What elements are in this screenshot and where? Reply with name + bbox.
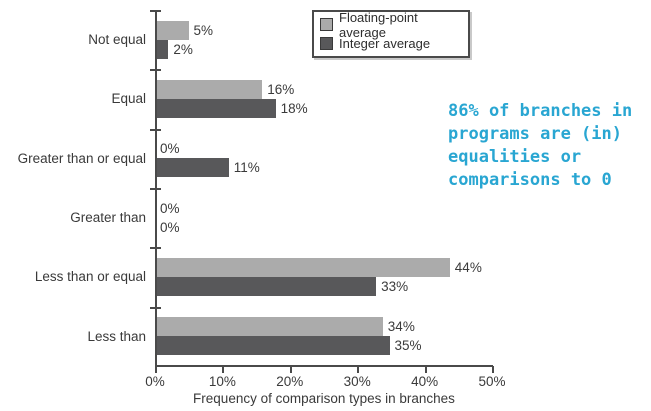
bar-row: 44% <box>155 257 490 277</box>
value-label: 34% <box>387 319 415 335</box>
legend-swatch-floating-point-icon <box>320 18 333 31</box>
bar-stack: 16% 18% <box>155 69 490 128</box>
value-label: 0% <box>160 200 180 216</box>
y-axis-tick <box>150 188 161 190</box>
bar-row: 0% <box>155 139 490 158</box>
x-axis-tick <box>424 366 427 373</box>
bar-stack: 44% 33% <box>155 247 490 306</box>
y-axis-tick <box>150 247 161 250</box>
category-label: Greater than <box>70 210 146 226</box>
category-label: Equal <box>111 91 146 107</box>
value-label: 16% <box>267 81 295 97</box>
value-label: 18% <box>280 100 308 116</box>
x-axis-tick <box>155 366 157 373</box>
annotation: 86% of branches in programs are (in) equ… <box>448 101 633 190</box>
x-tick-label: 20% <box>276 374 304 389</box>
value-label: 33% <box>381 278 409 294</box>
bar-group: Greater than 0% 0% <box>0 188 490 247</box>
legend: Floating-point average Integer average <box>312 10 470 58</box>
bar-floating-point <box>155 20 189 40</box>
legend-swatch-integer-icon <box>320 37 333 50</box>
bar-integer <box>155 39 169 59</box>
bar-row: 16% <box>155 79 490 99</box>
legend-item-integer: Integer average <box>320 34 462 53</box>
bar-integer <box>155 98 276 118</box>
bar-floating-point <box>155 257 450 277</box>
bar-floating-point <box>155 79 263 99</box>
bar-group: Less than 34% 35% <box>0 307 490 366</box>
bar-row: 35% <box>155 336 490 356</box>
bar-row: 0% <box>155 218 490 237</box>
bar-stack: 34% 35% <box>155 307 490 366</box>
bar-group: Greater than or equal 0% 11% <box>0 129 490 188</box>
x-axis-tick <box>289 366 292 373</box>
y-axis-tick <box>150 69 161 72</box>
bar-group: Less than or equal 44% 33% <box>0 247 490 306</box>
value-label: 5% <box>193 22 214 38</box>
x-tick-label: 0% <box>145 374 165 389</box>
bar-row: 34% <box>155 317 490 337</box>
plot-area: Not equal 5% 2% Equal 16% 18% Greater than or … <box>0 10 490 366</box>
y-axis-tick <box>150 128 161 131</box>
y-axis-tick <box>150 10 161 12</box>
bar-integer <box>155 158 229 178</box>
category-label: Less than <box>87 328 146 344</box>
bar-integer <box>155 276 377 296</box>
value-label: 11% <box>233 160 260 176</box>
value-label: 44% <box>454 259 482 275</box>
value-label: 0% <box>160 219 180 235</box>
bar-row: 18% <box>155 98 490 118</box>
x-tick-label: 40% <box>411 374 439 389</box>
y-axis-tick <box>150 306 161 309</box>
bar-row: 2% <box>155 39 490 59</box>
bar-stack: 0% 11% <box>155 129 490 188</box>
x-axis-title: Frequency of comparison types in branche… <box>193 391 455 406</box>
value-label: 35% <box>394 338 422 354</box>
value-label: 0% <box>160 141 180 157</box>
x-axis-tick <box>222 366 225 373</box>
bar-row: 33% <box>155 276 490 296</box>
x-axis-tick <box>357 366 360 373</box>
bar-stack: 0% 0% <box>155 188 490 247</box>
bar-group: Not equal 5% 2% <box>0 10 490 69</box>
bar-row: 5% <box>155 20 490 40</box>
legend-item-floating-point: Floating-point average <box>320 10 462 40</box>
bar-stack: 5% 2% <box>155 10 490 69</box>
x-tick-label: 30% <box>343 374 371 389</box>
bar-row: 0% <box>155 199 490 218</box>
bar-floating-point <box>155 317 383 337</box>
value-label: 2% <box>173 41 193 57</box>
bar-row: 11% <box>155 158 490 178</box>
x-axis-tick <box>492 366 494 373</box>
x-tick-label: 10% <box>208 374 236 389</box>
bar-integer <box>155 336 390 356</box>
category-label: Less than or equal <box>34 269 146 285</box>
category-label: Not equal <box>88 32 146 48</box>
bar-group: Equal 16% 18% <box>0 69 490 128</box>
legend-label-integer: Integer average <box>339 36 431 51</box>
category-label: Greater than or equal <box>17 150 146 166</box>
x-tick-label: 50% <box>478 374 506 389</box>
x-axis-line <box>155 365 493 367</box>
legend-label-floating-point: Floating-point average <box>339 9 418 40</box>
